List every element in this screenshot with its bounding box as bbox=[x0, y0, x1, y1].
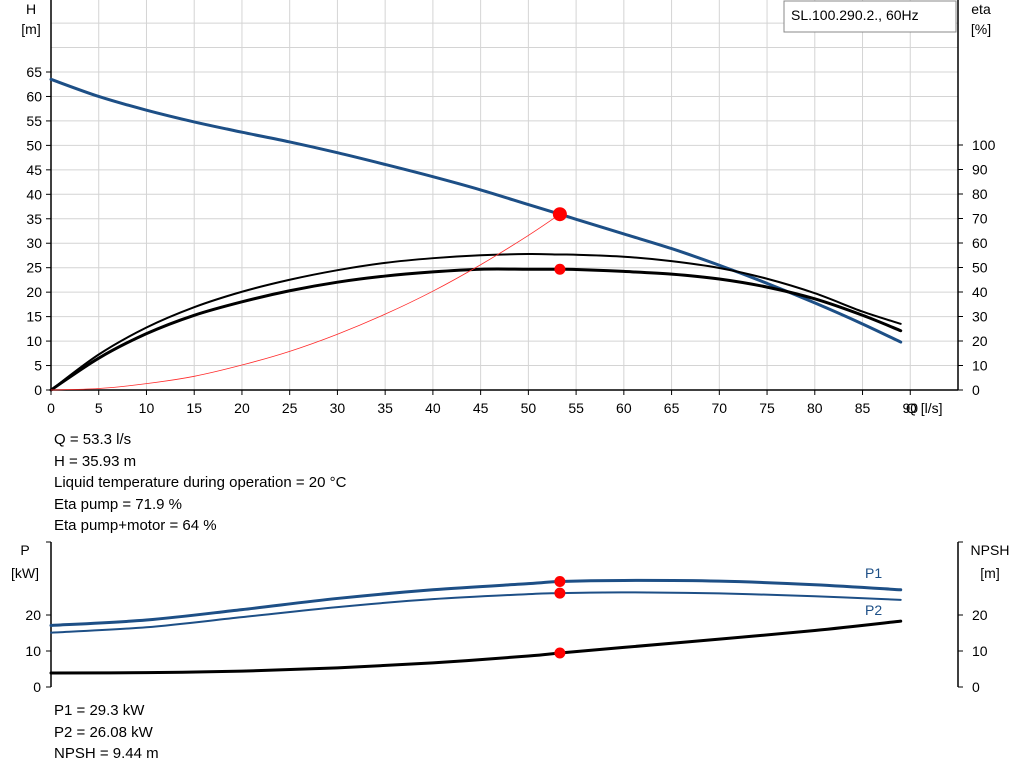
eta-tick-label: 10 bbox=[972, 358, 988, 374]
x-tick-label: 65 bbox=[664, 400, 680, 416]
top-series bbox=[49, 77, 903, 392]
x-tick-label: 10 bbox=[139, 400, 155, 416]
p1-series-label: P1 bbox=[865, 565, 882, 581]
npsh-tick-label: 0 bbox=[972, 679, 980, 695]
x-tick-label: 55 bbox=[568, 400, 584, 416]
eta-tick-label: 90 bbox=[972, 162, 988, 178]
bottom-tick-labels: 0 10 20 0 10 20 bbox=[25, 607, 987, 695]
h-tick-label: 10 bbox=[26, 333, 42, 349]
x-tick-label: 85 bbox=[855, 400, 871, 416]
info-liquid-temperature: Liquid temperature during operation = 20… bbox=[54, 474, 347, 491]
x-tick-label: 25 bbox=[282, 400, 298, 416]
x-tick-label: 60 bbox=[616, 400, 632, 416]
npsh-tick-label: 10 bbox=[972, 643, 988, 659]
series-NPSH bbox=[49, 619, 903, 675]
power-npsh-chart: 0 10 20 0 10 20 P [kW] NPSH [m] P1 P2 bbox=[11, 541, 1010, 695]
h-tick-label: 60 bbox=[26, 88, 42, 104]
h-tick-label: 5 bbox=[34, 358, 42, 374]
h-tick-label: 50 bbox=[26, 137, 42, 153]
h-tick-label: 0 bbox=[34, 382, 42, 398]
x-axis-label: Q [l/s] bbox=[906, 400, 943, 416]
h-tick-label: 30 bbox=[26, 235, 42, 251]
x-tick-label: 20 bbox=[234, 400, 250, 416]
x-tick-label: 90 bbox=[902, 400, 918, 416]
eta-tick-label: 20 bbox=[972, 333, 988, 349]
pump-model-box bbox=[783, 0, 957, 33]
eta-tick-label: 40 bbox=[972, 284, 988, 300]
h-axis-label: H bbox=[26, 1, 36, 17]
x-tick-label: 35 bbox=[377, 400, 393, 416]
bottom-duty-point-markers bbox=[554, 576, 566, 659]
pump-model-label: SL.100.290.2., 60Hz bbox=[791, 7, 919, 23]
p-axis-label: P bbox=[20, 542, 29, 558]
h-tick-label: 35 bbox=[26, 211, 42, 227]
x-tick-label: 50 bbox=[521, 400, 537, 416]
h-tick-label: 15 bbox=[26, 309, 42, 325]
info-eta-pump-motor: Eta pump+motor = 64 % bbox=[54, 517, 217, 534]
p-axis-unit: [kW] bbox=[11, 565, 39, 581]
x-tick-label: 5 bbox=[95, 400, 103, 416]
eta-tick-label: 80 bbox=[972, 186, 988, 202]
eta-tick-label: 100 bbox=[972, 137, 996, 153]
bottom-series bbox=[49, 578, 903, 675]
p2-series-label: P2 bbox=[865, 602, 882, 618]
eta-axis-label: eta bbox=[971, 1, 991, 17]
p-tick-label: 20 bbox=[25, 607, 41, 623]
h-tick-label: 20 bbox=[26, 284, 42, 300]
eta-tick-label: 0 bbox=[972, 382, 980, 398]
eta-axis-unit: [%] bbox=[971, 21, 991, 37]
x-tick-label: 80 bbox=[807, 400, 823, 416]
series-H bbox=[49, 77, 903, 344]
duty-point-marker bbox=[554, 263, 566, 275]
x-tick-label: 45 bbox=[473, 400, 489, 416]
npsh-tick-label: 20 bbox=[972, 607, 988, 623]
p-tick-label: 10 bbox=[25, 643, 41, 659]
top-tick-labels: 0510152025303540455055606501020304050607… bbox=[26, 64, 995, 416]
eta-tick-label: 50 bbox=[972, 260, 988, 276]
info-npsh: NPSH = 9.44 m bbox=[54, 745, 159, 762]
npsh-axis-unit: [m] bbox=[980, 565, 999, 581]
eta-tick-label: 60 bbox=[972, 235, 988, 251]
h-tick-label: 65 bbox=[26, 64, 42, 80]
info-head: H = 35.93 m bbox=[54, 452, 137, 470]
p-tick-label: 0 bbox=[33, 679, 41, 695]
duty-point-info: Q = 53.3 l/s H = 35.93 m Liquid temperat… bbox=[54, 429, 346, 537]
series-P2 bbox=[50, 591, 902, 634]
head-efficiency-chart: 0510152025303540455055606501020304050607… bbox=[21, 0, 996, 416]
info-eta-pump: Eta pump = 71.9 % bbox=[54, 495, 182, 513]
series-eta_pump_motor bbox=[49, 267, 903, 392]
eta-tick-label: 70 bbox=[972, 211, 988, 227]
x-tick-label: 15 bbox=[186, 400, 202, 416]
npsh-axis-label: NPSH bbox=[971, 542, 1010, 558]
power-info: P1 = 29.3 kW P2 = 26.08 kW NPSH = 9.44 m bbox=[54, 700, 159, 765]
duty-point-marker bbox=[552, 207, 567, 222]
h-axis-unit: [m] bbox=[21, 21, 40, 37]
h-tick-label: 25 bbox=[26, 260, 42, 276]
series-eta_pump bbox=[50, 253, 902, 391]
info-flow: Q = 53.3 l/s bbox=[54, 431, 132, 448]
x-tick-label: 75 bbox=[759, 400, 775, 416]
duty-point-marker bbox=[554, 576, 566, 588]
x-tick-label: 70 bbox=[712, 400, 728, 416]
info-p1: P1 = 29.3 kW bbox=[54, 702, 145, 719]
x-tick-label: 30 bbox=[330, 400, 346, 416]
top-axes bbox=[46, 0, 963, 395]
x-tick-label: 0 bbox=[47, 400, 55, 416]
h-tick-label: 40 bbox=[26, 186, 42, 202]
h-tick-label: 45 bbox=[26, 162, 42, 178]
top-grid bbox=[51, 0, 958, 390]
info-p2: P2 = 26.08 kW bbox=[54, 723, 153, 741]
x-tick-label: 40 bbox=[425, 400, 441, 416]
bottom-axes bbox=[46, 541, 963, 688]
series-system_curve bbox=[50, 213, 561, 391]
eta-tick-label: 30 bbox=[972, 309, 988, 325]
h-tick-label: 55 bbox=[26, 113, 42, 129]
top-duty-point-markers bbox=[552, 207, 567, 275]
duty-point-marker bbox=[554, 647, 566, 659]
series-P1 bbox=[49, 578, 903, 627]
duty-point-marker bbox=[554, 587, 566, 599]
